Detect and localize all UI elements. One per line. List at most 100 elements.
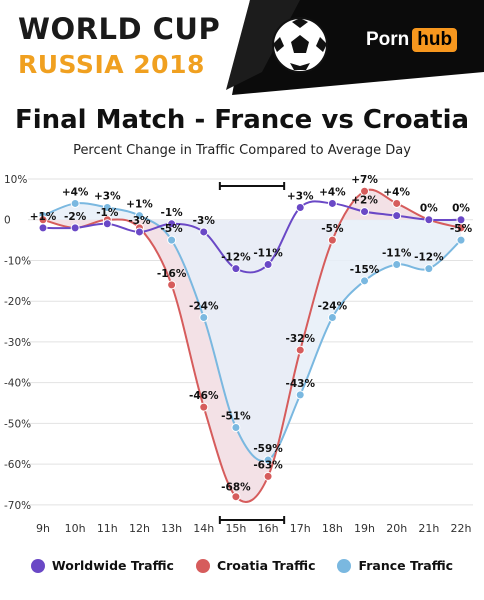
data-label-worldwide: +4% xyxy=(319,186,346,198)
series-line-france xyxy=(42,202,462,463)
data-point-worldwide xyxy=(424,215,434,225)
x-tick-label: 17h xyxy=(290,522,311,535)
legend-label-france: France Traffic xyxy=(358,558,454,573)
data-label-worldwide: -12% xyxy=(221,252,251,264)
france-area-fill xyxy=(43,203,461,462)
legend-item-france: France Traffic xyxy=(337,558,453,573)
data-label-worldwide: +1% xyxy=(30,211,57,223)
data-point-croatia xyxy=(199,402,209,412)
data-label-croatia: -5% xyxy=(321,223,344,235)
x-tick-label: 15h xyxy=(225,522,246,535)
legend-dot-croatia xyxy=(195,558,210,573)
data-point-worldwide xyxy=(360,207,370,217)
data-point-france xyxy=(360,276,370,286)
y-tick-label: -40% xyxy=(4,378,31,390)
data-label-worldwide: +3% xyxy=(287,191,314,203)
series-line-croatia xyxy=(42,188,462,503)
data-label-worldwide: -3% xyxy=(128,215,151,227)
header-graphic xyxy=(226,0,484,95)
data-label-croatia: -63% xyxy=(253,459,283,471)
data-point-croatia xyxy=(167,280,177,290)
x-tick-label: 10h xyxy=(65,522,86,535)
data-label-france: -5% xyxy=(450,223,473,235)
x-tick-label: 18h xyxy=(322,522,343,535)
event-title-line1: WORLD CUP xyxy=(18,12,221,46)
y-tick-label: -20% xyxy=(4,296,31,308)
x-tick-label: 22h xyxy=(451,522,472,535)
data-label-croatia: -46% xyxy=(189,390,219,402)
data-label-croatia: -16% xyxy=(157,268,187,280)
x-tick-label: 16h xyxy=(258,522,279,535)
data-point-france xyxy=(424,264,434,274)
data-point-france xyxy=(134,211,144,221)
data-label-worldwide: 0% xyxy=(420,203,438,215)
data-point-croatia xyxy=(295,345,305,355)
data-point-worldwide xyxy=(199,227,209,237)
y-tick-label: -10% xyxy=(4,255,31,267)
logo-text-part2: hub xyxy=(412,28,458,52)
y-tick-label: -60% xyxy=(4,459,31,471)
data-point-worldwide xyxy=(231,264,241,274)
data-label-france: -24% xyxy=(318,300,348,312)
data-label-worldwide: +4% xyxy=(383,186,410,198)
data-label-france: -12% xyxy=(414,252,444,264)
data-label-croatia: +7% xyxy=(351,174,378,186)
data-point-france xyxy=(70,198,80,208)
data-label-france: -51% xyxy=(221,410,251,422)
data-point-worldwide xyxy=(263,260,273,270)
header-stripe xyxy=(226,0,300,90)
y-tick-label: 10% xyxy=(4,174,27,186)
legend-dot-worldwide xyxy=(30,558,45,573)
chart-title: Final Match - France vs Croatia xyxy=(14,105,470,135)
event-title-line2: RUSSIA 2018 xyxy=(18,50,205,79)
x-tick-label: 12h xyxy=(129,522,150,535)
data-label-france: -11% xyxy=(382,248,412,260)
x-tick-label: 21h xyxy=(418,522,439,535)
y-tick-label: 0 xyxy=(4,215,11,227)
data-point-croatia xyxy=(231,492,241,502)
data-label-worldwide: -11% xyxy=(253,248,283,260)
data-label-croatia: -32% xyxy=(285,333,315,345)
data-label-france: -5% xyxy=(161,223,184,235)
data-point-france xyxy=(167,235,177,245)
data-point-worldwide xyxy=(134,227,144,237)
data-point-croatia xyxy=(392,198,402,208)
y-tick-label: -50% xyxy=(4,418,31,430)
legend-dot-france xyxy=(337,558,352,573)
x-tick-label: 20h xyxy=(386,522,407,535)
legend-item-worldwide: Worldwide Traffic xyxy=(30,558,174,573)
data-label-worldwide: +2% xyxy=(351,195,378,207)
data-label-worldwide: -2% xyxy=(64,211,87,223)
y-tick-label: -70% xyxy=(4,500,31,512)
data-point-france xyxy=(295,390,305,400)
data-point-croatia xyxy=(327,235,337,245)
data-point-france xyxy=(199,312,209,322)
data-point-france xyxy=(456,235,466,245)
x-tick-label: 19h xyxy=(354,522,375,535)
data-point-worldwide xyxy=(38,223,48,233)
x-tick-label: 14h xyxy=(193,522,214,535)
soccer-ball-icon xyxy=(272,17,328,73)
legend-label-worldwide: Worldwide Traffic xyxy=(51,558,174,573)
header-banner: WORLD CUP RUSSIA 2018 Porn hub xyxy=(0,0,484,95)
data-point-france xyxy=(231,422,241,432)
y-tick-label: -30% xyxy=(4,337,31,349)
chart-subtitle: Percent Change in Traffic Compared to Av… xyxy=(73,143,411,158)
data-point-worldwide xyxy=(392,211,402,221)
legend-label-croatia: Croatia Traffic xyxy=(216,558,316,573)
data-point-worldwide xyxy=(70,223,80,233)
data-point-france xyxy=(392,260,402,270)
chart-legend: Worldwide Traffic Croatia Traffic France… xyxy=(0,558,484,573)
data-label-france: +3% xyxy=(94,191,121,203)
data-label-france: -24% xyxy=(189,300,219,312)
data-label-croatia: -68% xyxy=(221,482,251,494)
logo-text-part1: Porn xyxy=(366,29,410,50)
data-label-worldwide: -1% xyxy=(161,207,184,219)
data-point-worldwide xyxy=(102,219,112,229)
data-point-croatia xyxy=(263,471,273,481)
legend-item-croatia: Croatia Traffic xyxy=(195,558,316,573)
data-point-worldwide xyxy=(456,215,466,225)
data-label-france: -15% xyxy=(350,264,380,276)
data-label-france: -43% xyxy=(285,378,315,390)
